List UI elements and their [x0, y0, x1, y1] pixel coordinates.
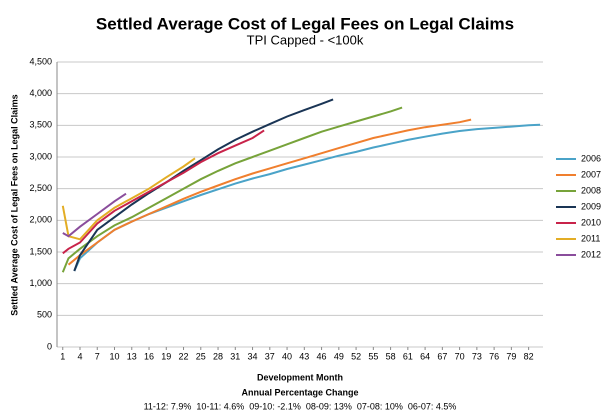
y-tick-label: 2,000 — [29, 215, 52, 225]
y-tick-label: 1,000 — [29, 278, 52, 288]
x-tick-label: 10 — [110, 351, 120, 361]
series-line — [73, 98, 334, 272]
y-tick-label: 1,500 — [29, 246, 52, 256]
x-tick-label: 58 — [386, 351, 396, 361]
x-tick-label: 34 — [248, 351, 258, 361]
x-tick-label: 61 — [403, 351, 413, 361]
legend-label: 2007 — [581, 169, 601, 179]
y-tick-label: 0 — [47, 341, 52, 351]
series-line — [62, 129, 265, 255]
x-axis-label: Development Month — [257, 372, 343, 382]
legend-label: 2012 — [581, 249, 601, 259]
x-tick-label: 28 — [213, 351, 223, 361]
y-tick-label: 3,000 — [29, 151, 52, 161]
x-tick-label: 82 — [524, 351, 534, 361]
series-line — [61, 106, 403, 273]
y-axis-label: Settled Average Cost of Legal Fees on Le… — [9, 94, 19, 315]
x-tick-label: 31 — [230, 351, 240, 361]
x-tick-label: 37 — [265, 351, 275, 361]
legend-label: 2009 — [581, 201, 601, 211]
y-tick-label: 4,500 — [29, 56, 52, 66]
y-tick-label: 4,000 — [29, 88, 52, 98]
chart-title: Settled Average Cost of Legal Fees on Le… — [96, 14, 514, 33]
y-tick-label: 3,500 — [29, 120, 52, 130]
x-tick-label: 49 — [334, 351, 344, 361]
series-line — [73, 123, 541, 272]
x-tick-label: 55 — [368, 351, 378, 361]
footer-text: 11-12: 7.9% 10-11: 4.6% 09-10: -2.1% 08-… — [144, 401, 457, 411]
x-tick-label: 13 — [127, 351, 137, 361]
series-line — [61, 157, 196, 241]
x-tick-label: 1 — [60, 351, 65, 361]
x-tick-label: 73 — [472, 351, 482, 361]
y-tick-label: 2,500 — [29, 183, 52, 193]
y-tick-label: 500 — [37, 310, 52, 320]
x-tick-label: 79 — [506, 351, 516, 361]
x-tick-label: 19 — [161, 351, 171, 361]
x-tick-label: 25 — [196, 351, 206, 361]
x-tick-label: 67 — [437, 351, 447, 361]
x-tick-label: 4 — [77, 351, 82, 361]
x-tick-label: 22 — [179, 351, 189, 361]
x-tick-label: 64 — [420, 351, 430, 361]
x-tick-label: 16 — [144, 351, 154, 361]
x-tick-label: 43 — [299, 351, 309, 361]
legend-label: 2010 — [581, 217, 601, 227]
footer-title: Annual Percentage Change — [241, 387, 358, 397]
x-tick-label: 7 — [95, 351, 100, 361]
x-tick-label: 52 — [351, 351, 361, 361]
legend-label: 2008 — [581, 185, 601, 195]
x-tick-label: 46 — [317, 351, 327, 361]
x-tick-label: 70 — [455, 351, 465, 361]
x-tick-label: 40 — [282, 351, 292, 361]
legend-label: 2006 — [581, 153, 601, 163]
series-line — [67, 118, 472, 266]
legend-label: 2011 — [581, 233, 600, 243]
chart-subtitle: TPI Capped - <100k — [247, 32, 364, 47]
x-tick-label: 76 — [489, 351, 499, 361]
series-line — [62, 192, 127, 238]
